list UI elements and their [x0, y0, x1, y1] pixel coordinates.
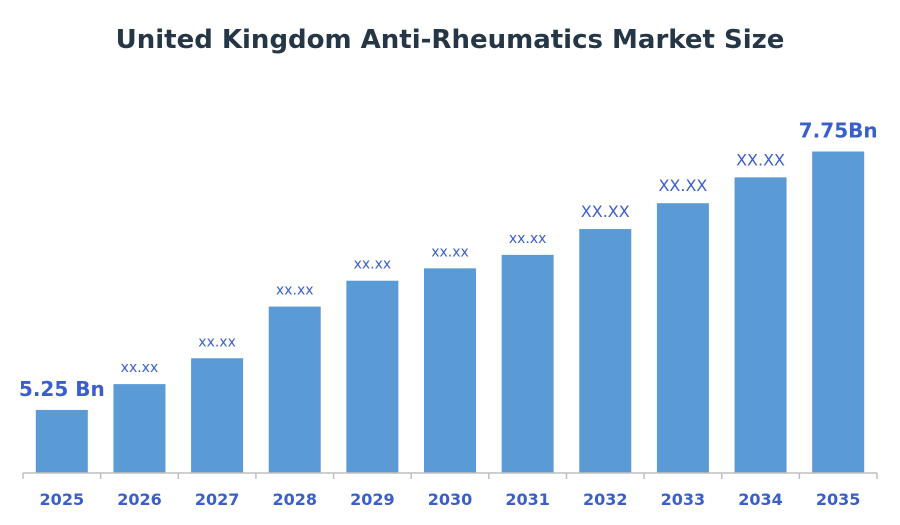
bar-2026 [113, 384, 166, 473]
x-tick-label: 2026 [117, 490, 162, 509]
data-label: 5.25 Bn [19, 377, 105, 401]
chart-title: United Kingdom Anti-Rheumatics Market Si… [116, 25, 785, 55]
bar-2034 [734, 177, 787, 473]
data-label: xx.xx [509, 231, 547, 247]
bar-2030 [424, 268, 476, 473]
data-label: xx.xx [431, 244, 469, 260]
x-tick-label: 2035 [816, 490, 861, 509]
bar-2032 [579, 229, 632, 473]
x-tick-label: 2028 [272, 490, 317, 509]
bar-2035 [812, 151, 865, 474]
data-label: XX.XX [736, 150, 785, 169]
x-tick-label: 2031 [505, 490, 550, 509]
data-label: xx.xx [198, 334, 236, 350]
x-tick-label: 2033 [661, 490, 706, 509]
data-label: 7.75Bn [799, 119, 878, 143]
bar-2025 [35, 409, 88, 473]
data-label: XX.XX [581, 202, 630, 221]
bar-2031 [501, 254, 554, 473]
x-tick-label: 2032 [583, 490, 628, 509]
data-label: xx.xx [354, 257, 392, 273]
bar-2028 [268, 306, 321, 473]
data-label: XX.XX [658, 176, 707, 195]
x-tick-label: 2030 [428, 490, 473, 509]
x-tick-label: 2034 [738, 490, 783, 509]
data-label: xx.xx [121, 360, 159, 376]
x-tick-label: 2027 [195, 490, 240, 509]
x-tick-label: 2025 [40, 490, 85, 509]
bar-2029 [346, 280, 399, 473]
data-label: xx.xx [276, 283, 314, 299]
bar-2033 [656, 203, 709, 473]
x-tick-label: 2029 [350, 490, 395, 509]
bar-2027 [191, 358, 244, 473]
